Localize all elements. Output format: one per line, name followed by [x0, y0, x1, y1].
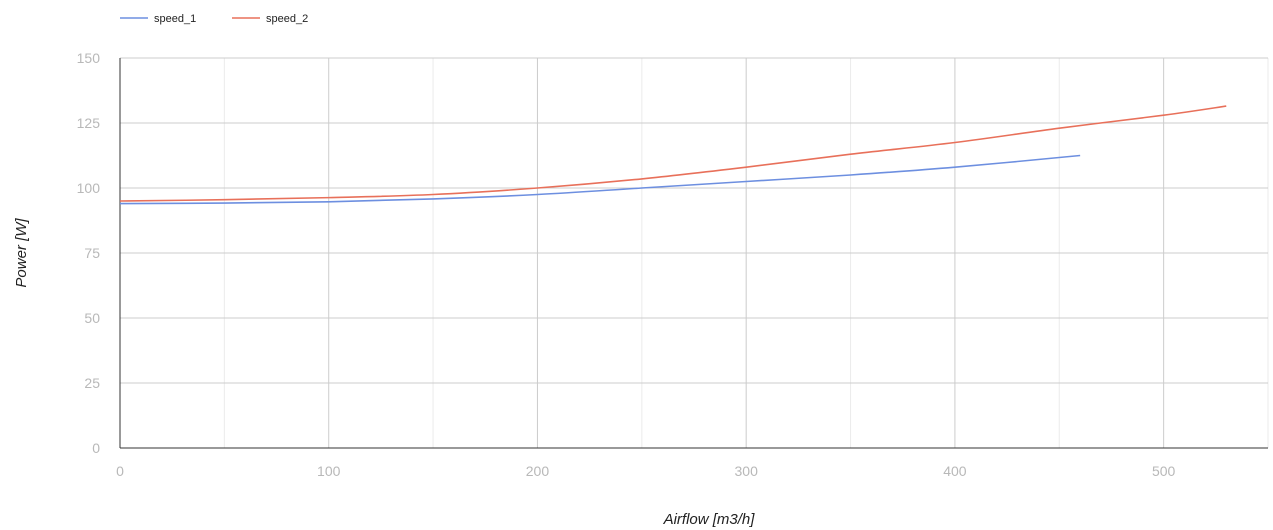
- gridlines: [120, 57, 1269, 448]
- y-tick-label: 100: [77, 180, 101, 196]
- y-tick-label: 75: [84, 245, 100, 261]
- series-lines: [119, 105, 1227, 205]
- axes: [119, 58, 1268, 449]
- y-tick-label: 25: [84, 375, 100, 391]
- tick-labels: 0 25 50 75 100 125 150 0 100 200 300 400 500: [77, 50, 1176, 479]
- y-tick-label: 125: [77, 115, 101, 131]
- y-tick-label: 50: [84, 310, 100, 326]
- series-line-speed_1: [119, 154, 1081, 205]
- x-tick-label: 400: [943, 463, 967, 479]
- x-tick-label: 300: [735, 463, 759, 479]
- legend: speed_1 speed_2: [120, 13, 308, 25]
- y-axis-title: Power [W]: [13, 218, 30, 288]
- legend-label-speed_2: speed_2: [266, 13, 308, 25]
- y-tick-label: 0: [92, 440, 100, 456]
- x-tick-label: 500: [1152, 463, 1176, 479]
- x-tick-label: 200: [526, 463, 550, 479]
- y-tick-label: 150: [77, 50, 101, 66]
- series-line-speed_2: [119, 105, 1227, 202]
- x-tick-label: 100: [317, 463, 341, 479]
- x-axis-title: Airflow [m3/h]: [663, 511, 756, 528]
- legend-label-speed_1: speed_1: [154, 13, 196, 25]
- x-tick-label: 0: [116, 463, 124, 479]
